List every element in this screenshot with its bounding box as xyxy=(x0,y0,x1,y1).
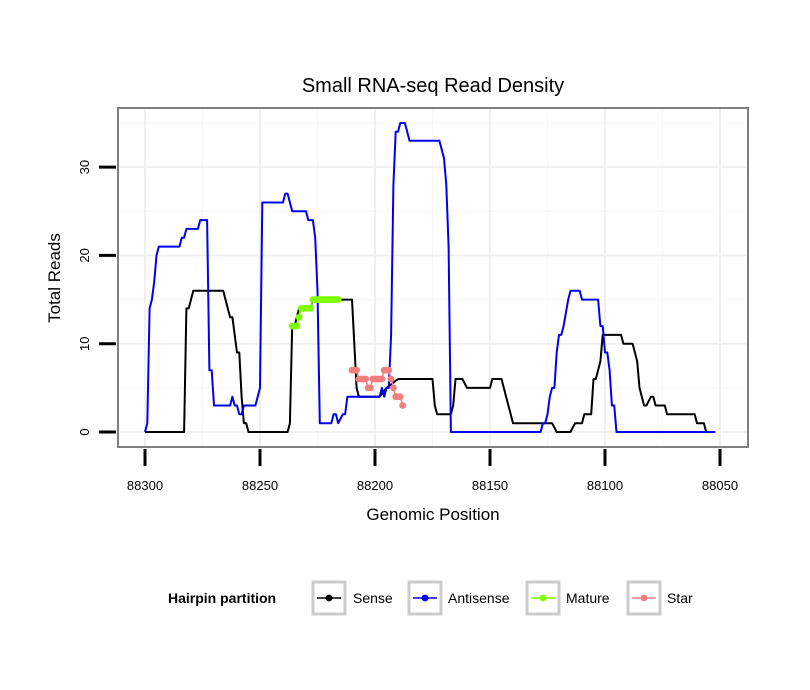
legend-key-point xyxy=(325,594,333,602)
point-star xyxy=(399,402,406,409)
y-tick-label: 10 xyxy=(77,336,92,350)
series-layer xyxy=(144,122,716,433)
x-tick-label: 88250 xyxy=(242,478,278,493)
legend-title: Hairpin partition xyxy=(168,590,276,606)
series-antisense xyxy=(144,122,716,433)
legend-item-antisense: Antisense xyxy=(407,580,510,616)
point-star xyxy=(353,366,360,374)
x-tick-label: 88100 xyxy=(587,478,623,493)
point-mature xyxy=(307,305,314,312)
y-tick-label: 0 xyxy=(77,428,92,435)
series-mature xyxy=(288,296,342,330)
point-star xyxy=(390,384,397,392)
point-mature xyxy=(293,322,301,330)
series-line-antisense xyxy=(144,122,716,433)
legend-item-mature: Mature xyxy=(525,580,610,616)
legend-label: Sense xyxy=(353,590,393,606)
series-star xyxy=(348,366,406,409)
x-tick-label: 88300 xyxy=(127,478,163,493)
point-star xyxy=(378,375,386,383)
legend-key-point xyxy=(421,594,429,602)
legend-key-point xyxy=(539,594,547,602)
x-axis-title: Genomic Position xyxy=(366,505,499,524)
point-star xyxy=(367,384,374,392)
legend-key-point xyxy=(640,594,648,602)
legend-item-sense: Sense xyxy=(311,580,393,616)
chart-title: Small RNA-seq Read Density xyxy=(302,75,564,97)
plot-border xyxy=(117,107,749,448)
point-mature xyxy=(334,296,342,303)
legend: Hairpin partition Sense Antisense Mature St… xyxy=(168,580,693,616)
x-tick-label: 88150 xyxy=(472,478,508,493)
series-line-sense xyxy=(145,289,709,433)
legend-label: Mature xyxy=(566,590,610,606)
series-sense xyxy=(145,289,709,433)
y-tick-label: 20 xyxy=(77,248,92,262)
point-star xyxy=(362,375,370,383)
y-axis-title: Total Reads xyxy=(45,233,64,323)
y-tick-label: 30 xyxy=(77,160,92,174)
x-tick-label: 88200 xyxy=(357,478,393,493)
x-axis: 88300 88250 88200 88150 88100 88050 xyxy=(127,449,738,493)
y-axis: 0 10 20 30 xyxy=(77,160,116,436)
legend-label: Antisense xyxy=(448,590,510,606)
legend-item-star: Star xyxy=(626,580,693,616)
point-star xyxy=(396,393,404,401)
point-star xyxy=(385,366,393,374)
x-tick-label: 88050 xyxy=(702,478,738,493)
legend-label: Star xyxy=(667,590,693,606)
point-mature xyxy=(295,313,303,321)
point-star xyxy=(387,375,395,383)
